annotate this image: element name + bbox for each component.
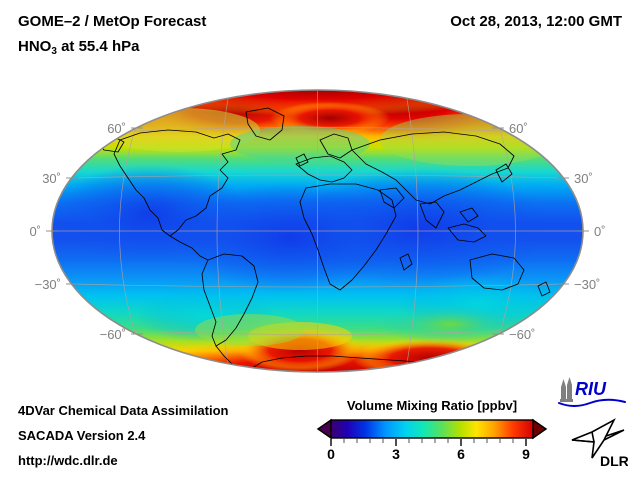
map-coastlines — [95, 107, 551, 372]
colorbar-ticks — [330, 439, 527, 446]
colorbar-tick-label-9: 9 — [522, 446, 530, 462]
coastline-arabia — [379, 187, 405, 209]
footer-method-label: 4DVar Chemical Data Assimilation — [18, 403, 229, 418]
coastline-north-america — [113, 129, 241, 237]
antarctic-collar-green-e — [380, 304, 520, 344]
coastline-japan — [495, 163, 513, 183]
coastline-central-america — [169, 235, 209, 261]
riu-tower-icon — [560, 377, 573, 402]
antarctic-collar-green-w — [195, 314, 305, 346]
meridian-60w — [216, 92, 230, 370]
meridian-120e — [491, 105, 516, 357]
footer-version-label: SACADA Version 2.4 — [18, 428, 146, 443]
subarctic-green-atlantic — [230, 126, 370, 162]
colorbar-tick-label-0: 0 — [327, 446, 335, 462]
coastline-asia — [351, 131, 515, 205]
lat-label-right-30s: −30˚ — [574, 277, 600, 292]
colorbar-gradient-bar — [330, 419, 534, 439]
lat-label-left-60n: 60˚ — [107, 121, 126, 136]
africa-cool-blob — [180, 183, 400, 293]
coastline-indonesia — [447, 223, 487, 243]
footer-url-link[interactable]: http://wdc.dlr.de — [18, 453, 118, 468]
map-lat-labels-right: 60˚ 30˚ 0˚ −30˚ −60˚ — [509, 121, 606, 342]
arctic-max-pole — [270, 102, 390, 134]
map-data-field — [52, 90, 583, 372]
dlr-wordmark: DLR — [600, 453, 628, 469]
lat-label-left-30s: −30˚ — [35, 277, 61, 292]
lat-label-left-0: 0˚ — [29, 224, 41, 239]
riu-wordmark: RIU — [575, 379, 607, 399]
colorbar-high-arrow — [532, 418, 548, 440]
lat-label-right-0: 0˚ — [594, 224, 606, 239]
colorbar-svg — [316, 418, 548, 446]
colorbar-tick-label-6: 6 — [457, 446, 465, 462]
species-subtitle: HNO3 at 55.4 hPa — [18, 38, 140, 57]
species-formula-subscript: 3 — [51, 46, 57, 57]
riu-swoosh-icon — [558, 398, 626, 407]
coastline-british-isles — [295, 153, 309, 167]
coastline-new-zealand — [537, 281, 551, 297]
coastline-madagascar — [399, 253, 413, 271]
map-lat-ticks — [46, 127, 589, 335]
colorbar-tick-label-3: 3 — [392, 446, 400, 462]
lat-label-right-30n: 30˚ — [574, 171, 593, 186]
coastline-india — [419, 201, 445, 229]
dlr-arrow-icon — [571, 418, 625, 459]
world-map: 60˚ 30˚ 0˚ −30˚ −60˚ 60˚ 30˚ 0˚ −30˚ −60… — [0, 78, 640, 386]
mollweide-map-svg: 60˚ 30˚ 0˚ −30˚ −60˚ 60˚ 30˚ 0˚ −30˚ −60… — [29, 89, 606, 373]
page-title: GOME–2 / MetOp Forecast — [18, 13, 207, 30]
meridian-120w — [119, 105, 144, 357]
dlr-logo: DLR — [571, 418, 628, 469]
lat-label-left-30n: 30˚ — [42, 171, 61, 186]
coastline-philippines — [459, 207, 479, 223]
lat-label-left-60s: −60˚ — [100, 327, 126, 342]
colorbar-title: Volume Mixing Ratio [ppbv] — [346, 398, 518, 413]
species-formula-prefix: HNO — [18, 38, 52, 55]
coastline-south-america — [201, 253, 259, 347]
coastline-australia — [469, 253, 525, 291]
coastline-africa — [299, 183, 397, 291]
lat-label-right-60s: −60˚ — [509, 327, 535, 342]
subarctic-green-asia — [380, 114, 560, 166]
coastline-europe — [295, 155, 353, 183]
timestamp-label: Oct 28, 2013, 12:00 GMT — [450, 13, 622, 30]
coastline-greenland — [245, 107, 285, 141]
colorbar-low-arrow — [316, 418, 332, 440]
colorbar: Volume Mixing Ratio [ppbv] — [312, 398, 552, 474]
meridian-60e — [405, 92, 419, 370]
lat-label-right-60n: 60˚ — [509, 121, 528, 136]
riu-logo: RIU — [558, 377, 626, 407]
species-level-text: at 55.4 hPa — [56, 38, 140, 55]
map-lat-labels-left: 60˚ 30˚ 0˚ −30˚ −60˚ — [29, 121, 126, 342]
map-graticule — [52, 90, 583, 372]
